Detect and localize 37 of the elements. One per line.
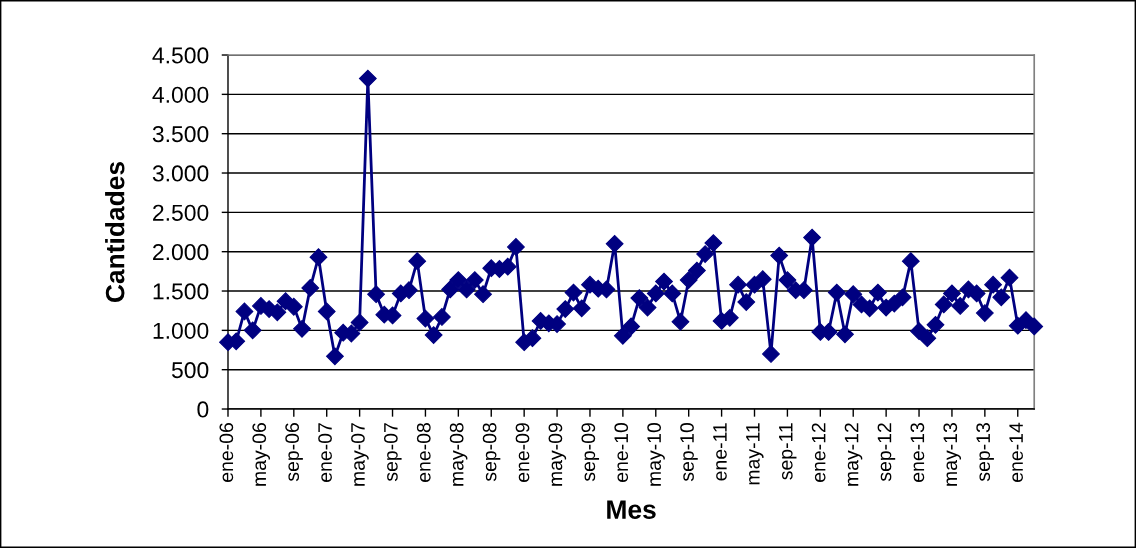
x-tick-label: ene-11 xyxy=(713,423,727,481)
x-axis-title: Mes xyxy=(607,500,656,519)
x-tick-label: may-12 xyxy=(844,423,863,486)
x-tick-label: sep-11 xyxy=(779,423,797,480)
x-tick-label: ene-09 xyxy=(515,423,530,482)
x-tick-label: may-13 xyxy=(943,423,962,486)
x-tick-label: sep-08 xyxy=(482,423,501,482)
x-tick-label: may-07 xyxy=(351,423,369,486)
x-tick-label: may-06 xyxy=(252,423,270,486)
x-tick-label: may-10 xyxy=(647,422,665,486)
x-tick-label: ene-08 xyxy=(416,423,431,482)
x-tick-label: ene-07 xyxy=(318,423,332,482)
x-tick-label: may-11 xyxy=(746,423,764,485)
x-tick-label: may-09 xyxy=(548,423,567,486)
y-tick-label: 4.000 xyxy=(152,86,209,103)
y-tick-label: 3.000 xyxy=(152,165,209,182)
y-tick-label: 0 xyxy=(197,401,209,418)
y-tick-label: 2.500 xyxy=(153,204,209,221)
x-tick-label: sep-10 xyxy=(680,422,698,482)
x-tick-label: sep-07 xyxy=(383,423,402,482)
y-tick-label: 1.000 xyxy=(153,322,209,339)
x-tick-label: ene-10 xyxy=(614,422,629,482)
y-tick-label: 2.000 xyxy=(153,243,209,261)
x-tick-label: sep-06 xyxy=(285,423,303,482)
y-tick-label: 500 xyxy=(171,361,209,379)
x-tick-label: sep-13 xyxy=(976,423,994,482)
x-tick-label: ene-06 xyxy=(219,423,234,482)
y-tick-label: 3.500 xyxy=(152,125,209,143)
x-tick-label: ene-13 xyxy=(910,423,925,482)
x-tick-label: sep-12 xyxy=(877,423,896,482)
x-tick-label: may-08 xyxy=(449,423,468,486)
x-tick-label: ene-12 xyxy=(811,423,826,482)
x-tick-label: sep-09 xyxy=(581,423,600,482)
y-tick-label: 1.500 xyxy=(153,283,209,300)
y-axis-title: Cantidades xyxy=(105,161,125,303)
y-tick-label: 4.500 xyxy=(152,47,209,64)
x-tick-label: ene-14 xyxy=(1009,422,1023,482)
